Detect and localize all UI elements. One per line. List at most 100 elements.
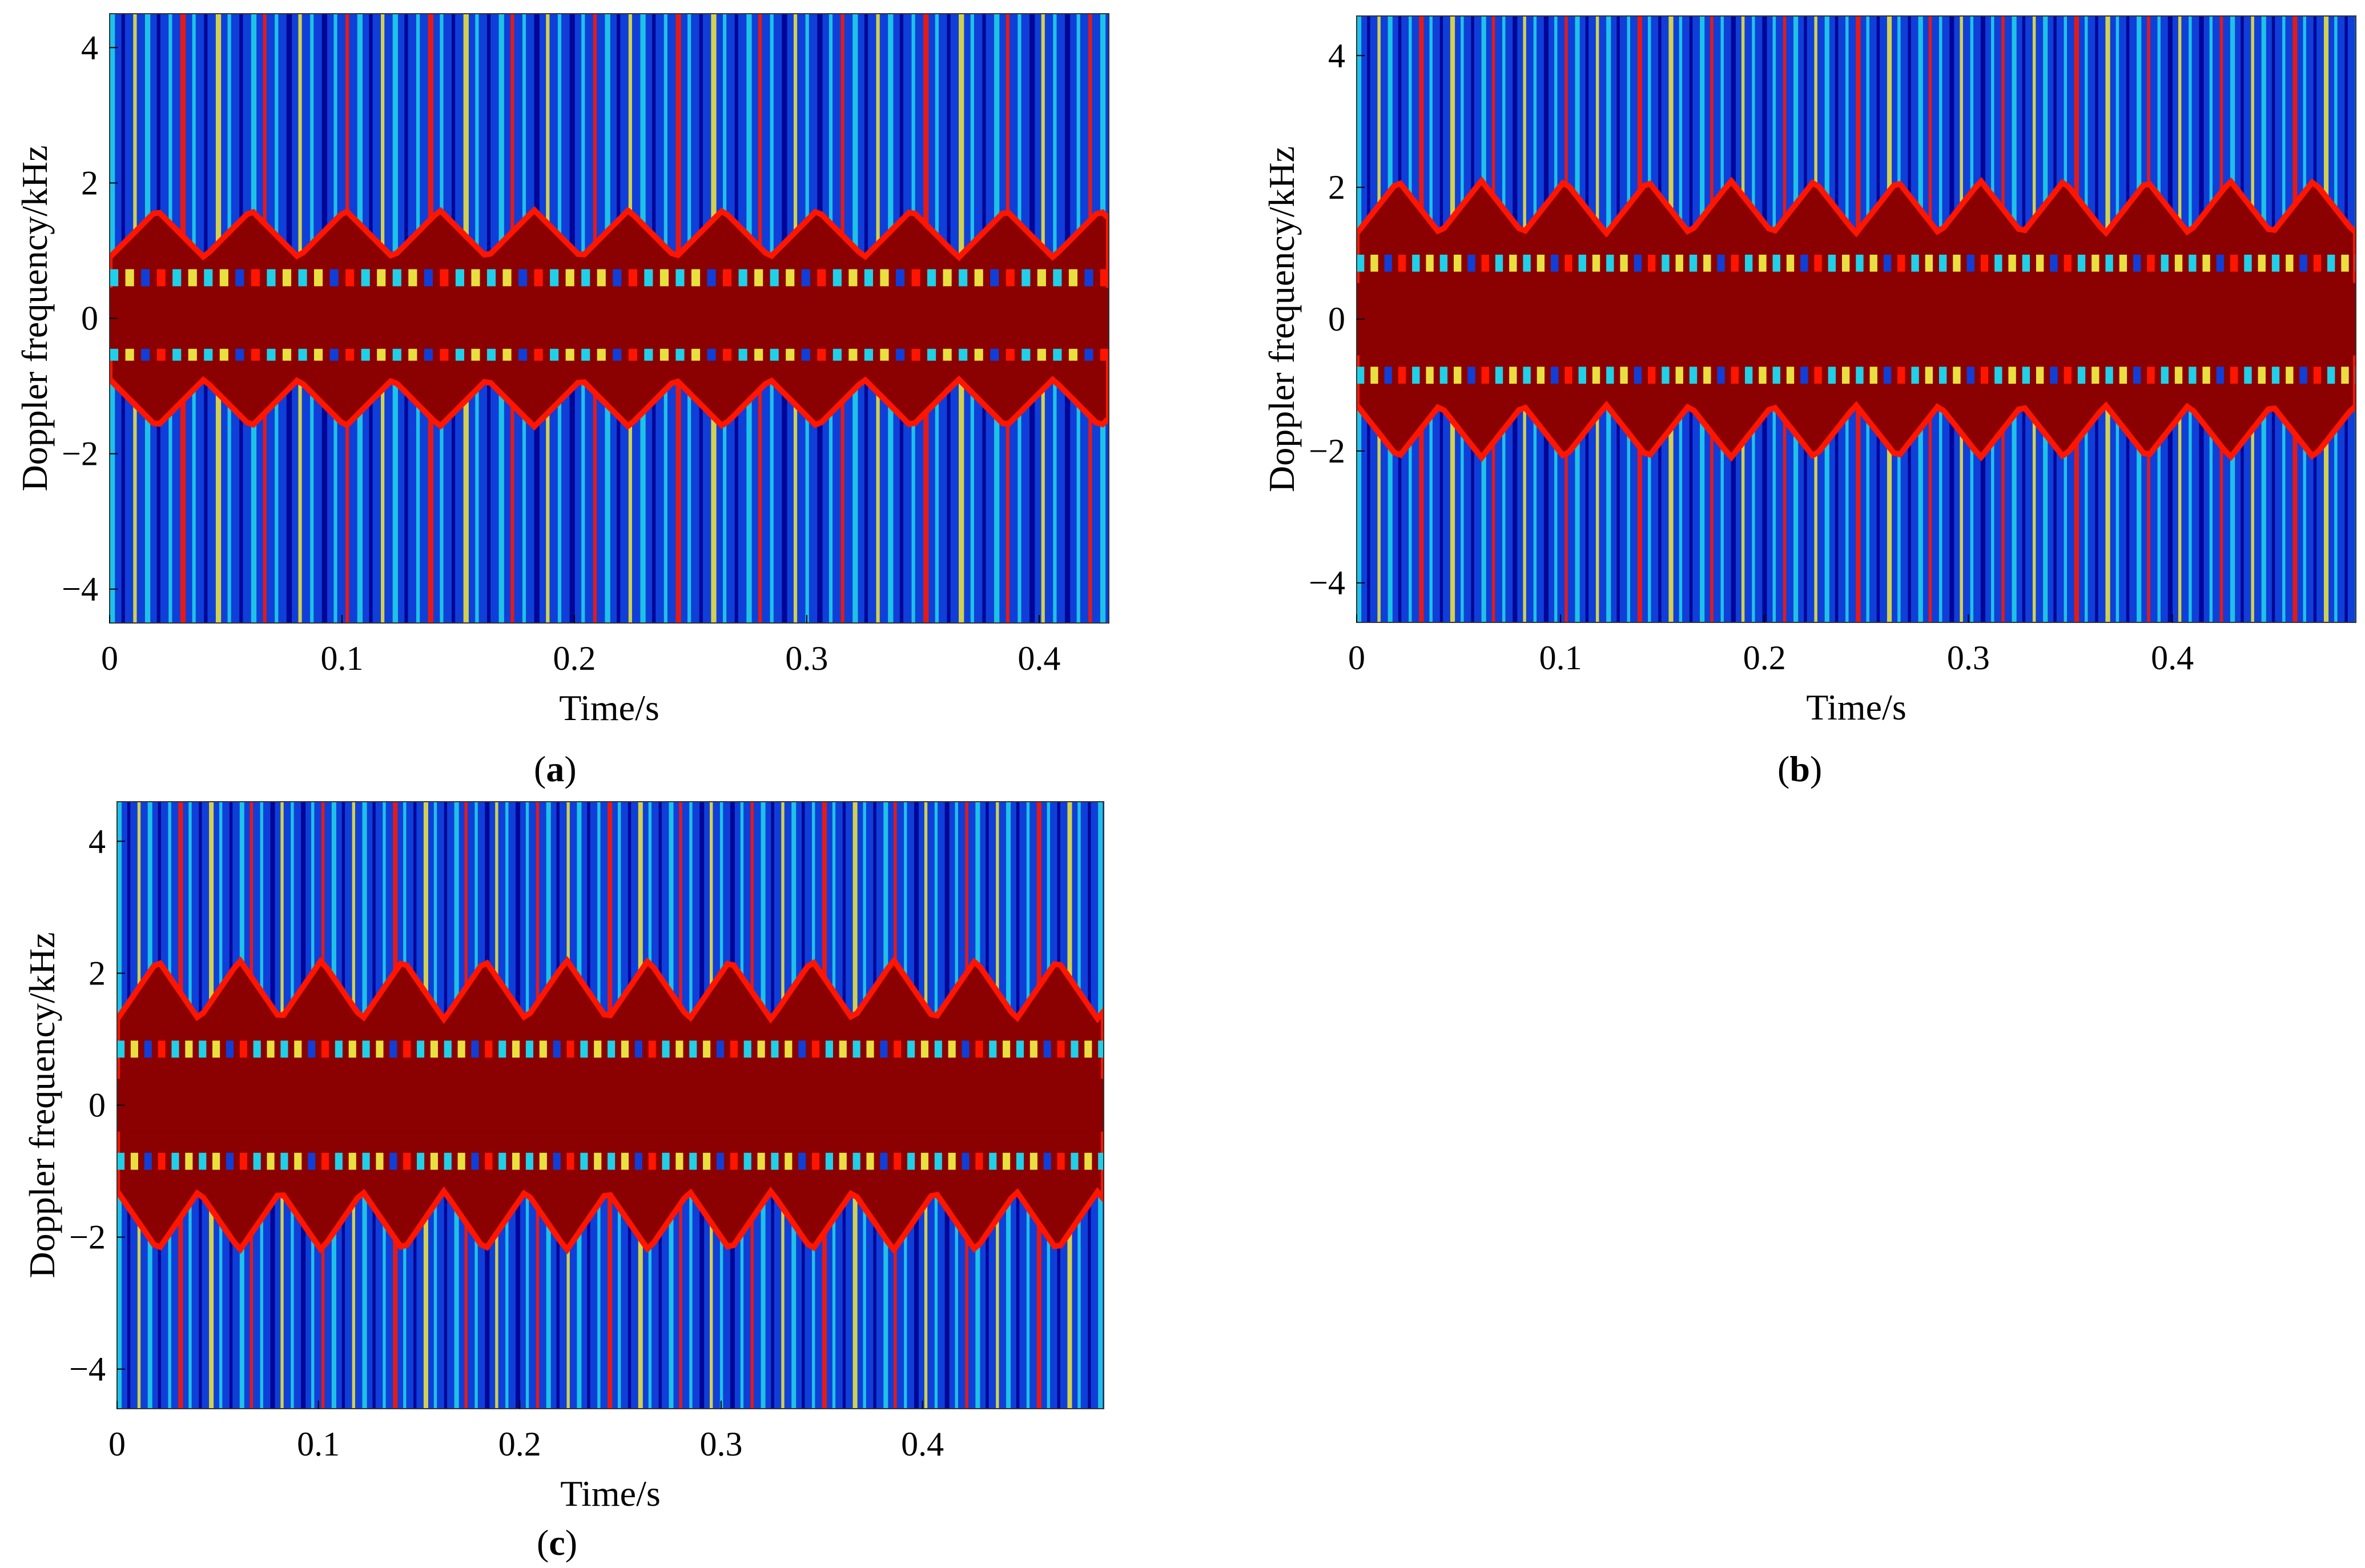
modulation-stripe (730, 1152, 738, 1170)
modulation-stripe (675, 1040, 683, 1058)
modulation-stripe (1717, 255, 1725, 272)
modulation-stripe (525, 1152, 534, 1170)
modulation-stripe (1842, 255, 1850, 272)
modulation-stripe (1467, 255, 1475, 272)
modulation-stripe (2327, 367, 2335, 384)
modulation-stripe (1071, 1152, 1079, 1170)
modulation-stripe (648, 1040, 656, 1058)
modulation-stripe (2189, 367, 2197, 384)
modulation-stripe (267, 1040, 275, 1058)
modulation-stripe (424, 269, 433, 287)
modulation-stripe (1592, 255, 1600, 272)
modulation-stripe (1648, 255, 1656, 272)
caption-open: ( (1777, 749, 1790, 789)
modulation-stripe (2064, 255, 2072, 272)
modulation-stripe (1759, 255, 1767, 272)
modulation-stripe (518, 269, 528, 287)
modulation-stripe (798, 1040, 806, 1058)
modulation-stripe (172, 269, 182, 287)
y-tick-label: −2 (69, 1219, 106, 1256)
modulation-stripe (308, 1040, 316, 1058)
panel-a-caption: (a) (534, 748, 577, 790)
modulation-stripe (565, 269, 574, 287)
modulation-stripe (1016, 1152, 1024, 1170)
modulation-stripe (1003, 1152, 1011, 1170)
modulation-stripe (2271, 255, 2280, 272)
modulation-stripe (348, 1152, 356, 1170)
modulation-stripe (2161, 255, 2169, 272)
modulation-stripe (1856, 255, 1864, 272)
modulation-stripe (1412, 367, 1420, 384)
modulation-stripe (1703, 255, 1711, 272)
modulation-stripe (2258, 255, 2266, 272)
modulation-stripe (1925, 367, 1933, 384)
spectrogram-area (110, 14, 1109, 623)
modulation-stripe (2244, 367, 2252, 384)
modulation-stripe (2341, 367, 2349, 384)
modulation-stripe (1578, 255, 1586, 272)
modulation-stripe (1856, 367, 1864, 384)
modulation-stripe (204, 269, 213, 287)
modulation-stripe (927, 269, 936, 287)
modulation-stripe (1939, 367, 1947, 384)
modulation-stripe (1828, 255, 1836, 272)
y-axis-label: Doppler frequency/kHz (14, 146, 55, 492)
modulation-stripe (1606, 255, 1614, 272)
modulation-stripe (199, 1152, 207, 1170)
modulation-stripe (1467, 367, 1475, 384)
y-tick-label: −4 (1309, 564, 1345, 602)
x-tick-label: 0.2 (1743, 639, 1786, 677)
modulation-stripe (1648, 367, 1656, 384)
modulation-stripe (239, 1152, 247, 1170)
modulation-stripe (1675, 367, 1683, 384)
modulation-stripe (1509, 367, 1517, 384)
modulation-stripe (2092, 367, 2099, 384)
modulation-stripe (1883, 255, 1892, 272)
modulation-stripe (1869, 255, 1877, 272)
modulation-stripe (743, 1040, 751, 1058)
modulation-stripe (730, 1040, 738, 1058)
center-band (117, 1079, 1104, 1132)
modulation-stripe (1814, 367, 1822, 384)
modulation-stripe (1662, 255, 1670, 272)
modulation-stripe (703, 1152, 711, 1170)
modulation-stripe (880, 1152, 888, 1170)
modulation-stripe (634, 1040, 642, 1058)
modulation-stripe (171, 1152, 179, 1170)
modulation-stripe (376, 1152, 384, 1170)
modulation-stripe (1869, 367, 1877, 384)
modulation-stripe (440, 269, 449, 287)
modulation-stripe (403, 1040, 411, 1058)
modulation-stripe (689, 1040, 697, 1058)
modulation-stripe (1084, 269, 1093, 287)
modulation-stripe (703, 1040, 711, 1058)
modulation-stripe (621, 1040, 629, 1058)
modulation-stripe (812, 1152, 820, 1170)
y-tick-label: 4 (89, 822, 106, 860)
modulation-stripe (185, 1152, 193, 1170)
modulation-stripe (416, 1152, 425, 1170)
modulation-stripe (580, 1040, 588, 1058)
modulation-stripe (880, 269, 889, 287)
modulation-stripe (117, 1040, 125, 1058)
modulation-stripe (2161, 367, 2169, 384)
modulation-stripe (2299, 255, 2307, 272)
modulation-stripe (1384, 255, 1392, 272)
panel-b-chart: 0 0.1 0.2 0.3 0.4 −4 −2 0 2 4 Time/s Doppler freque… (1261, 15, 2356, 727)
modulation-stripe (1537, 367, 1545, 384)
modulation-stripe (2022, 255, 2030, 272)
modulation-stripe (1745, 255, 1753, 272)
modulation-stripe (498, 1040, 506, 1058)
modulation-stripe (321, 1152, 329, 1170)
modulation-stripe (1057, 1152, 1065, 1170)
modulation-stripe (485, 1040, 493, 1058)
modulation-stripe (1100, 269, 1109, 287)
modulation-stripe (253, 1040, 261, 1058)
modulation-stripe (362, 1040, 370, 1058)
modulation-stripe (934, 1152, 942, 1170)
y-tick-label: 0 (89, 1087, 106, 1124)
modulation-stripe (934, 1040, 942, 1058)
y-axis-label: Doppler frequency/kHz (1261, 146, 1302, 492)
modulation-stripe (1481, 367, 1489, 384)
